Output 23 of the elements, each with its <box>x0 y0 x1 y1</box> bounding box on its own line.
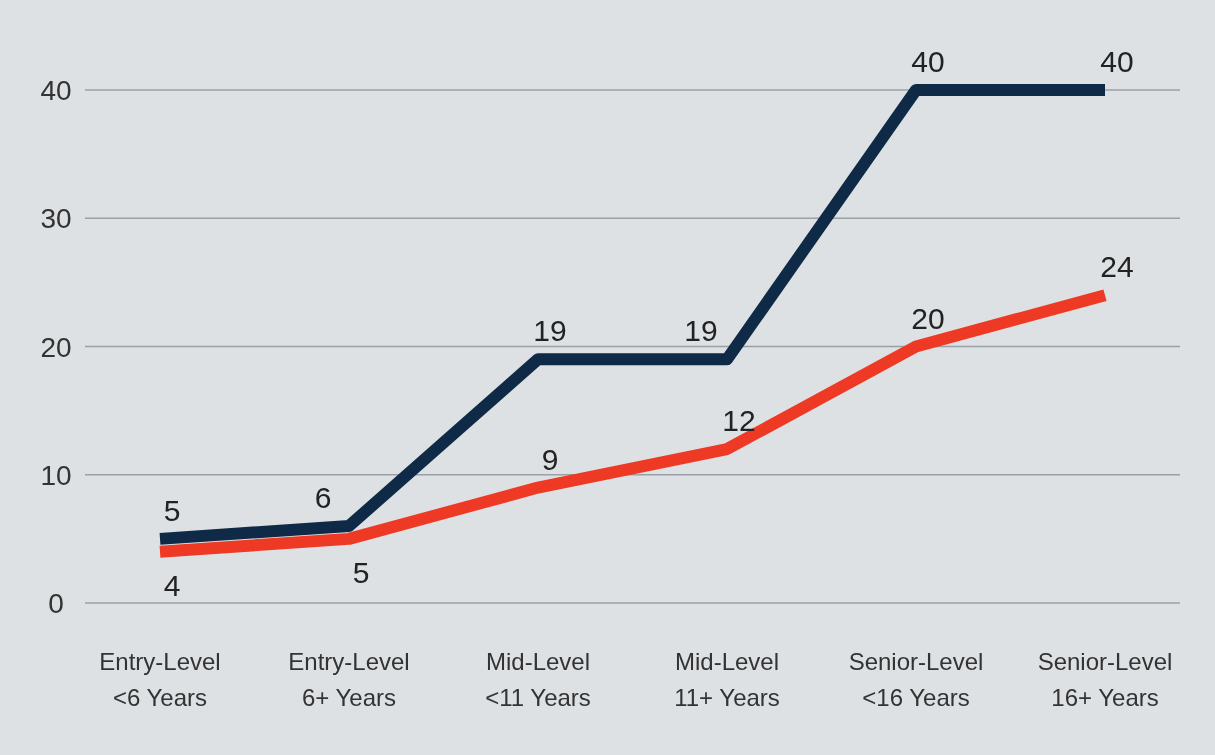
data-label: 40 <box>1100 45 1134 78</box>
x-tick-label: Mid-Level 11+ Years <box>674 648 780 711</box>
x-tick-label: Senior-Level <16 Years <box>848 648 984 711</box>
data-label: 5 <box>352 555 370 589</box>
x-tick-label: Entry-Level 6+ Years <box>288 648 410 711</box>
y-tick-label: 30 <box>40 203 72 235</box>
x-tick-label: Senior-Level 16+ Years <box>1037 648 1173 711</box>
data-label: 6 <box>314 481 332 515</box>
y-tick-label: 20 <box>40 331 72 363</box>
data-label: 5 <box>163 493 181 527</box>
data-label: 12 <box>722 404 756 438</box>
y-tick-label: 40 <box>40 75 72 106</box>
data-label: 4 <box>163 568 181 602</box>
y-tick-label: 10 <box>40 459 72 491</box>
data-label: 9 <box>541 442 559 476</box>
data-label: 24 <box>1100 250 1134 284</box>
data-label: 40 <box>911 45 945 78</box>
y-tick-label: 0 <box>48 588 64 619</box>
x-tick-label: Entry-Level <6 Years <box>99 648 221 711</box>
data-label: 20 <box>911 301 945 335</box>
data-label: 19 <box>684 314 718 348</box>
x-tick-label: Mid-Level <11 Years <box>485 648 591 711</box>
data-label: 19 <box>533 314 567 348</box>
